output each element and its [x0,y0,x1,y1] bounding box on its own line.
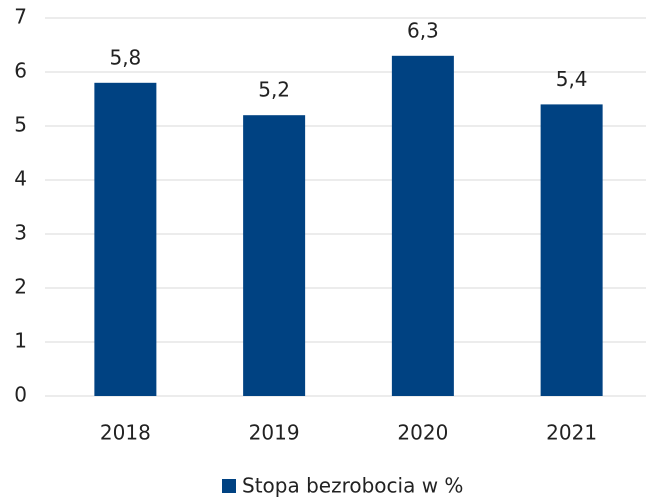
data-label: 5,2 [258,78,290,102]
y-tick-label: 2 [14,275,27,299]
data-label: 5,8 [109,45,141,69]
y-tick-label: 5 [14,113,27,137]
x-tick-label: 2019 [249,421,300,445]
bar [391,55,454,397]
bar [243,115,306,396]
y-tick-label: 1 [14,329,27,353]
bar [540,104,603,397]
y-tick-label: 6 [14,59,27,83]
legend-swatch [222,479,236,493]
x-tick-label: 2018 [100,421,151,445]
data-label: 5,4 [556,67,588,91]
y-tick-label: 7 [14,5,27,29]
data-label: 6,3 [407,18,439,42]
x-tick-label: 2020 [397,421,448,445]
bar [94,82,157,397]
y-tick-label: 3 [14,221,27,245]
legend-label: Stopa bezrobocia w % [242,474,463,497]
x-tick-label: 2021 [546,421,597,445]
y-tick-label: 4 [14,167,27,191]
y-tick-label: 0 [14,383,27,407]
